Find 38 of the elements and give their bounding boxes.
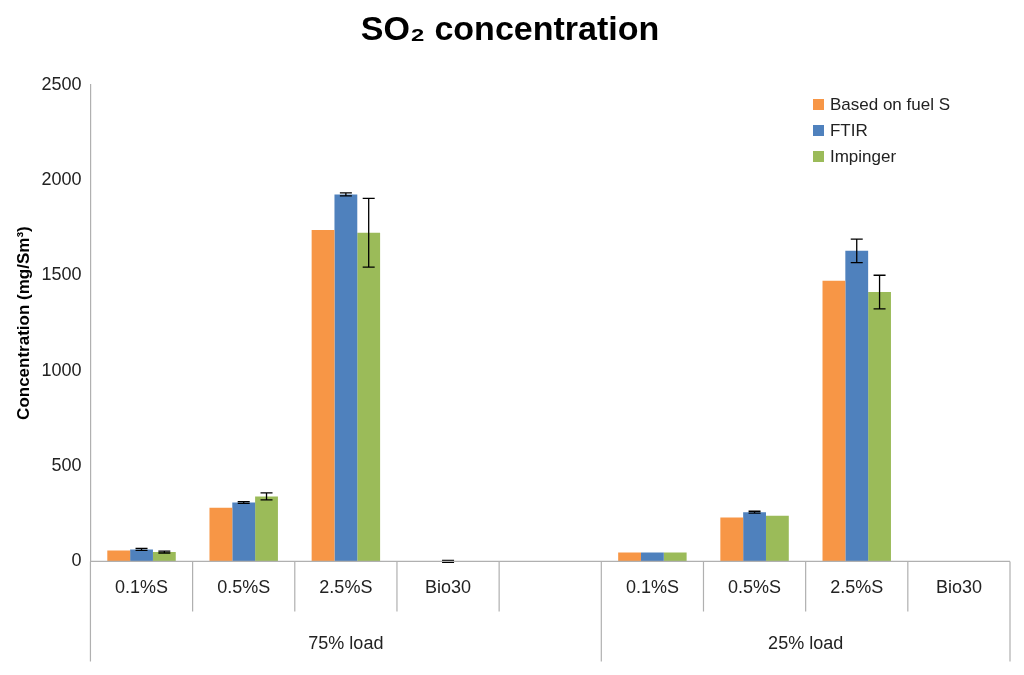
text: 25% load	[768, 633, 844, 654]
bar	[720, 517, 744, 562]
bar	[255, 496, 278, 562]
x-tick-label: 0.5%S	[217, 577, 271, 598]
bar	[640, 552, 664, 562]
bar	[618, 552, 641, 562]
bar	[868, 292, 891, 562]
y-tick-label: 1000	[41, 359, 82, 380]
bar	[232, 502, 256, 562]
x-tick-label: 2.5%S	[319, 577, 373, 598]
y-tick-label: 1500	[41, 264, 82, 285]
bar	[822, 280, 846, 562]
bar	[107, 550, 131, 562]
y-tick-label: 0	[71, 550, 82, 571]
x-tick-label: 0.1%S	[115, 577, 169, 598]
bar	[334, 194, 358, 562]
y-tick-label: 500	[51, 455, 82, 476]
legend-label: FTIR	[829, 120, 868, 141]
y-tick-label: 2500	[41, 73, 82, 94]
legend-label: Based on fuel S	[829, 94, 950, 115]
x-tick-label: Bio30	[425, 577, 472, 598]
bar	[209, 507, 233, 562]
x-tick-label: 0.5%S	[728, 577, 782, 598]
chart-title: SO₂ concentration	[360, 8, 660, 47]
x-tick-label: 0.1%S	[625, 577, 679, 598]
bar	[765, 515, 789, 562]
x-tick-label: 2.5%S	[830, 577, 884, 598]
y-tick-label: 2000	[41, 169, 82, 190]
bar	[845, 250, 869, 562]
bar	[743, 512, 766, 562]
bar	[663, 552, 687, 562]
bar	[130, 549, 153, 562]
legend-label: Impinger	[829, 146, 897, 167]
x-tick-label: Bio30	[935, 577, 982, 598]
bar	[311, 230, 335, 562]
bar	[357, 232, 381, 562]
text: 75% load	[308, 633, 384, 654]
y-axis-title: Concentration (mg/Sm³)	[13, 226, 33, 420]
